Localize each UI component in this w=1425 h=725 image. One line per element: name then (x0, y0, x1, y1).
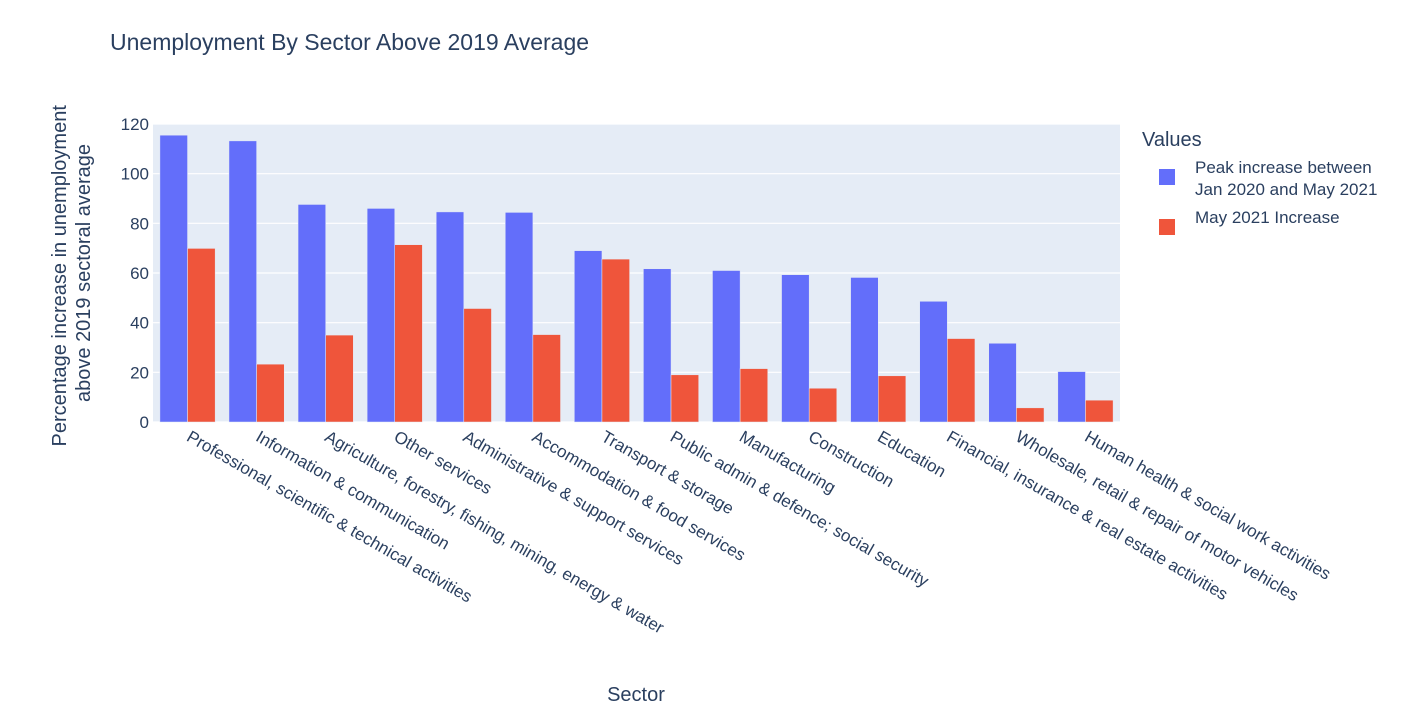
x-tick-label: Wholesale, retail & repair of motor vehi… (1012, 427, 1301, 605)
bar-peak-increase (850, 277, 879, 423)
bar-may-2021-increase (1085, 399, 1114, 423)
y-tick-label: 0 (140, 413, 149, 432)
y-axis-title-line-2: above 2019 sectoral average (73, 144, 95, 402)
bar-may-2021-increase (325, 334, 354, 423)
bar-may-2021-increase (394, 244, 423, 423)
bars (159, 134, 1114, 423)
y-axis: 0 20 40 60 80 100 120 (121, 115, 149, 432)
bar-may-2021-increase (808, 387, 838, 423)
y-tick-label: 120 (121, 115, 149, 134)
chart-title: Unemployment By Sector Above 2019 Averag… (110, 29, 589, 55)
legend-label: Jan 2020 and May 2021 (1195, 180, 1377, 199)
bar-peak-increase (228, 140, 257, 423)
bar-peak-increase (366, 208, 395, 423)
bar-may-2021-increase (878, 375, 907, 423)
y-axis-title: Percentage increase in unemployment abov… (49, 100, 95, 447)
bar-may-2021-increase (187, 248, 216, 423)
y-tick-label: 20 (130, 363, 149, 382)
bar-may-2021-increase (601, 258, 630, 423)
bar-peak-increase (435, 211, 465, 423)
legend-item[interactable]: May 2021 Increase (1159, 208, 1340, 235)
legend-items: Peak increase between Jan 2020 and May 20… (1159, 158, 1377, 235)
bar-peak-increase (159, 134, 188, 423)
y-tick-label: 40 (130, 314, 149, 333)
bar-peak-increase (574, 250, 603, 423)
bar-peak-increase (297, 204, 326, 423)
x-axis-title: Sector (607, 684, 665, 706)
legend-swatch (1159, 219, 1175, 235)
bar-may-2021-increase (739, 368, 768, 423)
bar-may-2021-increase (947, 338, 976, 423)
y-tick-label: 80 (130, 214, 149, 233)
x-axis: Professional, scientific & technical act… (184, 427, 1334, 638)
bar-may-2021-increase (256, 363, 285, 423)
legend-label: May 2021 Increase (1195, 208, 1340, 227)
bar-peak-increase (988, 343, 1017, 423)
bar-may-2021-increase (670, 374, 699, 423)
bar-peak-increase (643, 268, 672, 423)
legend-label: Peak increase between (1195, 158, 1372, 177)
bar-peak-increase (919, 301, 948, 423)
legend: Values Peak increase between Jan 2020 and… (1142, 129, 1377, 235)
legend-swatch (1159, 169, 1175, 185)
bar-may-2021-increase (532, 334, 561, 423)
y-axis-title-line-1: Percentage increase in unemployment (49, 105, 71, 447)
bar-peak-increase (712, 270, 741, 423)
y-tick-label: 60 (130, 264, 149, 283)
bar-may-2021-increase (1016, 407, 1045, 423)
y-tick-label: 100 (121, 165, 149, 184)
legend-item[interactable]: Peak increase between Jan 2020 and May 20… (1159, 158, 1377, 199)
bar-peak-increase (781, 274, 810, 423)
x-tick-label: Human health & social work activities (1081, 427, 1334, 584)
legend-title: Values (1142, 129, 1202, 151)
bar-peak-increase (1057, 371, 1086, 423)
bar-may-2021-increase (463, 308, 492, 423)
x-tick-label: Financial, insurance & real estate activ… (943, 427, 1231, 604)
bar-peak-increase (505, 212, 534, 423)
